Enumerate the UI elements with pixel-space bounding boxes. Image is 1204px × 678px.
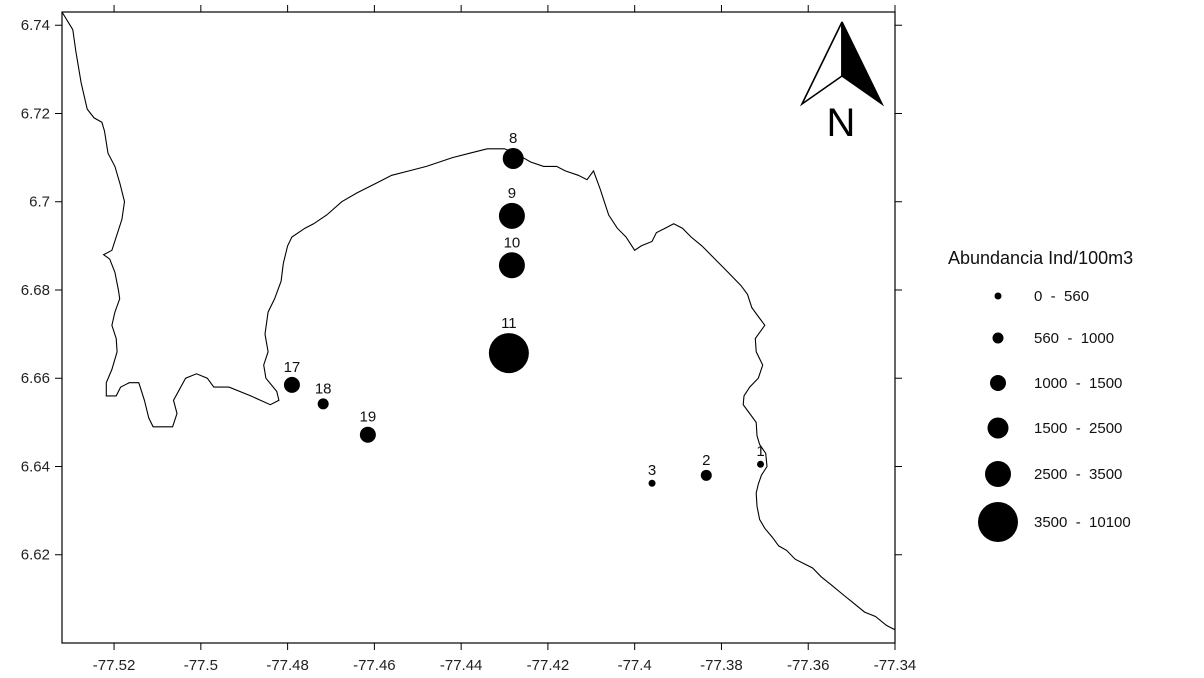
legend-label: 2500 - 3500 [1034,466,1122,483]
station-marker-3 [648,479,656,487]
legend-label: 1500 - 2500 [1034,420,1122,437]
legend-label: 560 - 1000 [1034,330,1114,347]
stations-layer: 1 2 3 8 9 10 11 17 18 19 [284,130,765,487]
legend-symbol [985,461,1011,487]
y-axis: 6.62 6.64 6.66 6.68 6.7 6.72 6.74 [21,17,902,564]
coastline [61,11,896,631]
x-tick-label: -77.36 [787,657,830,674]
station-label-17: 17 [284,359,301,376]
x-tick-label: -77.34 [874,657,917,674]
station-label-19: 19 [360,409,377,426]
station-marker-9 [498,202,525,229]
station-label-10: 10 [504,234,521,251]
station-label-3: 3 [648,462,656,479]
x-tick-label: -77.52 [93,657,136,674]
y-tick-label: 6.62 [21,547,50,564]
y-tick-label: 6.7 [29,194,50,211]
legend-symbol [992,332,1004,344]
y-tick-label: 6.64 [21,458,50,475]
x-tick-label: -77.5 [184,657,218,674]
legend: Abundancia Ind/100m3 0 - 560 560 - 1000 10… [948,248,1133,542]
y-tick-label: 6.66 [21,370,50,387]
legend-symbol [994,292,1002,300]
station-marker-17 [283,376,300,393]
legend-label: 3500 - 10100 [1034,514,1131,531]
legend-title: Abundancia Ind/100m3 [948,248,1133,268]
north-arrow-right-icon [841,21,885,107]
station-marker-11 [488,333,529,374]
legend-label: 1000 - 1500 [1034,375,1122,392]
x-tick-label: -77.46 [353,657,396,674]
station-label-8: 8 [509,130,517,147]
station-marker-10 [498,252,525,279]
x-tick-label: -77.44 [440,657,483,674]
station-marker-8 [502,147,524,169]
north-arrow: N [799,21,885,145]
station-label-18: 18 [315,380,332,397]
station-marker-1 [757,460,765,468]
legend-items: 0 - 560 560 - 1000 1000 - 1500 1500 - 2500 2… [978,288,1131,542]
station-marker-2 [700,469,712,481]
y-tick-label: 6.74 [21,17,50,34]
station-marker-18 [317,398,329,410]
station-label-2: 2 [702,452,710,469]
station-label-9: 9 [508,185,516,202]
north-arrow-letter: N [827,101,856,145]
y-tick-label: 6.68 [21,282,50,299]
x-tick-label: -77.4 [618,657,652,674]
legend-label: 0 - 560 [1034,288,1089,305]
legend-symbol [990,375,1006,391]
y-tick-label: 6.72 [21,105,50,122]
legend-symbol [987,417,1009,439]
station-label-1: 1 [756,443,764,460]
legend-symbol [978,502,1018,542]
station-label-11: 11 [501,315,517,332]
x-tick-label: -77.42 [527,657,570,674]
x-axis: -77.52 -77.5 -77.48 -77.46 -77.44 -77.42 -77.4… [93,5,916,674]
plot-area [61,11,896,644]
x-tick-label: -77.48 [266,657,309,674]
plot-frame [61,11,896,644]
x-tick-label: -77.38 [700,657,743,674]
station-marker-19 [359,426,376,443]
